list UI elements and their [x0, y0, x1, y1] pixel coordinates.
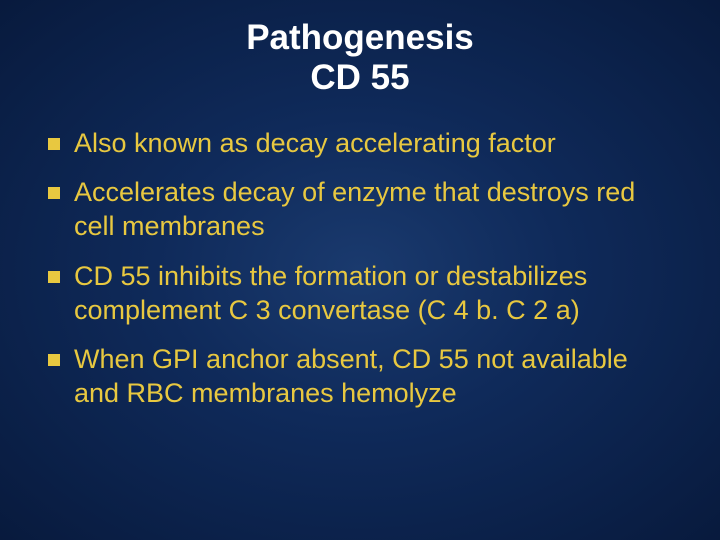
list-item: CD 55 inhibits the formation or destabil…: [40, 260, 680, 328]
bullet-text: Also known as decay accelerating factor: [74, 128, 556, 158]
bullet-text: CD 55 inhibits the formation or destabil…: [74, 261, 587, 325]
bullet-list: Also known as decay accelerating factor …: [40, 127, 680, 411]
square-bullet-icon: [48, 271, 60, 283]
list-item: Accelerates decay of enzyme that destroy…: [40, 176, 680, 244]
square-bullet-icon: [48, 187, 60, 199]
list-item: When GPI anchor absent, CD 55 not availa…: [40, 343, 680, 411]
list-item: Also known as decay accelerating factor: [40, 127, 680, 161]
bullet-text: Accelerates decay of enzyme that destroy…: [74, 177, 635, 241]
slide: Pathogenesis CD 55 Also known as decay a…: [0, 0, 720, 540]
slide-title: Pathogenesis CD 55: [40, 18, 680, 99]
title-line-1: Pathogenesis: [40, 18, 680, 58]
title-line-2: CD 55: [40, 58, 680, 98]
bullet-text: When GPI anchor absent, CD 55 not availa…: [74, 344, 628, 408]
square-bullet-icon: [48, 354, 60, 366]
square-bullet-icon: [48, 138, 60, 150]
